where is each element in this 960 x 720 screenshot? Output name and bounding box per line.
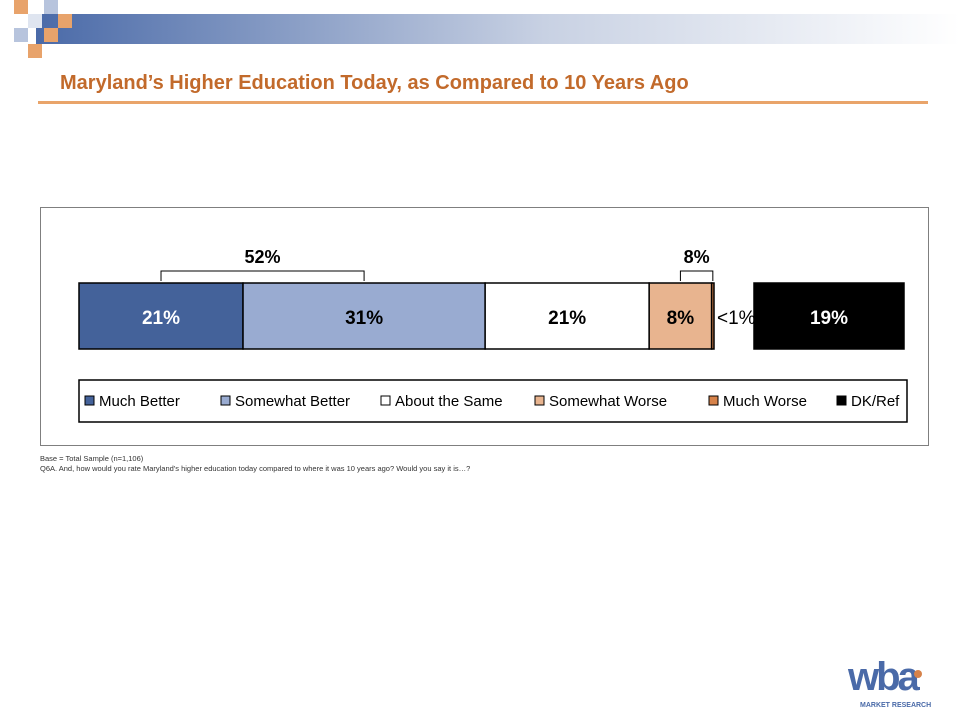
base-note: Base = Total Sample (n=1,106) <box>40 454 144 463</box>
bracket-2 <box>679 270 714 281</box>
legend-swatch-somewhat-better <box>220 395 231 406</box>
legend-label-about-the-same: About the Same <box>395 393 503 410</box>
legend-swatch-about-the-same <box>380 395 391 406</box>
legend-label-much-better: Much Better <box>99 393 180 410</box>
logo-subtitle: MARKET RESEARCH <box>860 702 931 709</box>
data-label-about-the-same: 21% <box>548 308 586 329</box>
legend-label-much-worse: Much Worse <box>723 393 807 410</box>
data-label-much-better: 21% <box>142 308 180 329</box>
question-note: Q6A. And, how would you rate Maryland's … <box>40 464 471 473</box>
legend-label-somewhat-better: Somewhat Better <box>235 393 350 410</box>
legend-swatch-much-worse <box>708 395 719 406</box>
legend-swatch-dk-ref <box>836 395 847 406</box>
stacked-bar-chart: 21% 31% 21% 8% <1% 19% 52% 8% Much Better Somewha… <box>78 247 908 423</box>
data-label-dk-ref: 19% <box>810 308 848 329</box>
chart-frame: 21% 31% 21% 8% <1% 19% 52% 8% Much Better Somewha… <box>40 207 929 446</box>
bar-about-the-same <box>484 282 650 350</box>
data-label-somewhat-worse: 8% <box>667 308 695 329</box>
legend-swatch-much-better <box>84 395 95 406</box>
legend-label-dk-ref: DK/Ref <box>851 393 900 410</box>
header-decoration <box>14 0 960 58</box>
page-title: Maryland’s Higher Education Today, as Co… <box>60 72 689 94</box>
bracket-label-1: 52% <box>245 247 281 267</box>
legend-swatch-somewhat-worse <box>534 395 545 406</box>
bar-much-worse <box>710 282 715 350</box>
bracket-1 <box>160 270 365 281</box>
bar-somewhat-better <box>242 282 486 350</box>
data-label-somewhat-better: 31% <box>345 308 383 329</box>
wba-logo: wba MARKET RESEARCH <box>847 655 931 709</box>
chart-notes: Base = Total Sample (n=1,106) Q6A. And, … <box>40 454 470 474</box>
logo-wordmark: wba <box>847 655 921 699</box>
bracket-label-2: 8% <box>684 247 710 267</box>
bar-dk-ref <box>753 282 905 350</box>
bar-much-better <box>78 282 244 350</box>
data-label-much-worse: <1% <box>717 308 756 329</box>
legend-label-somewhat-worse: Somewhat Worse <box>549 393 667 410</box>
title-divider <box>38 101 928 104</box>
legend-box <box>78 379 908 423</box>
